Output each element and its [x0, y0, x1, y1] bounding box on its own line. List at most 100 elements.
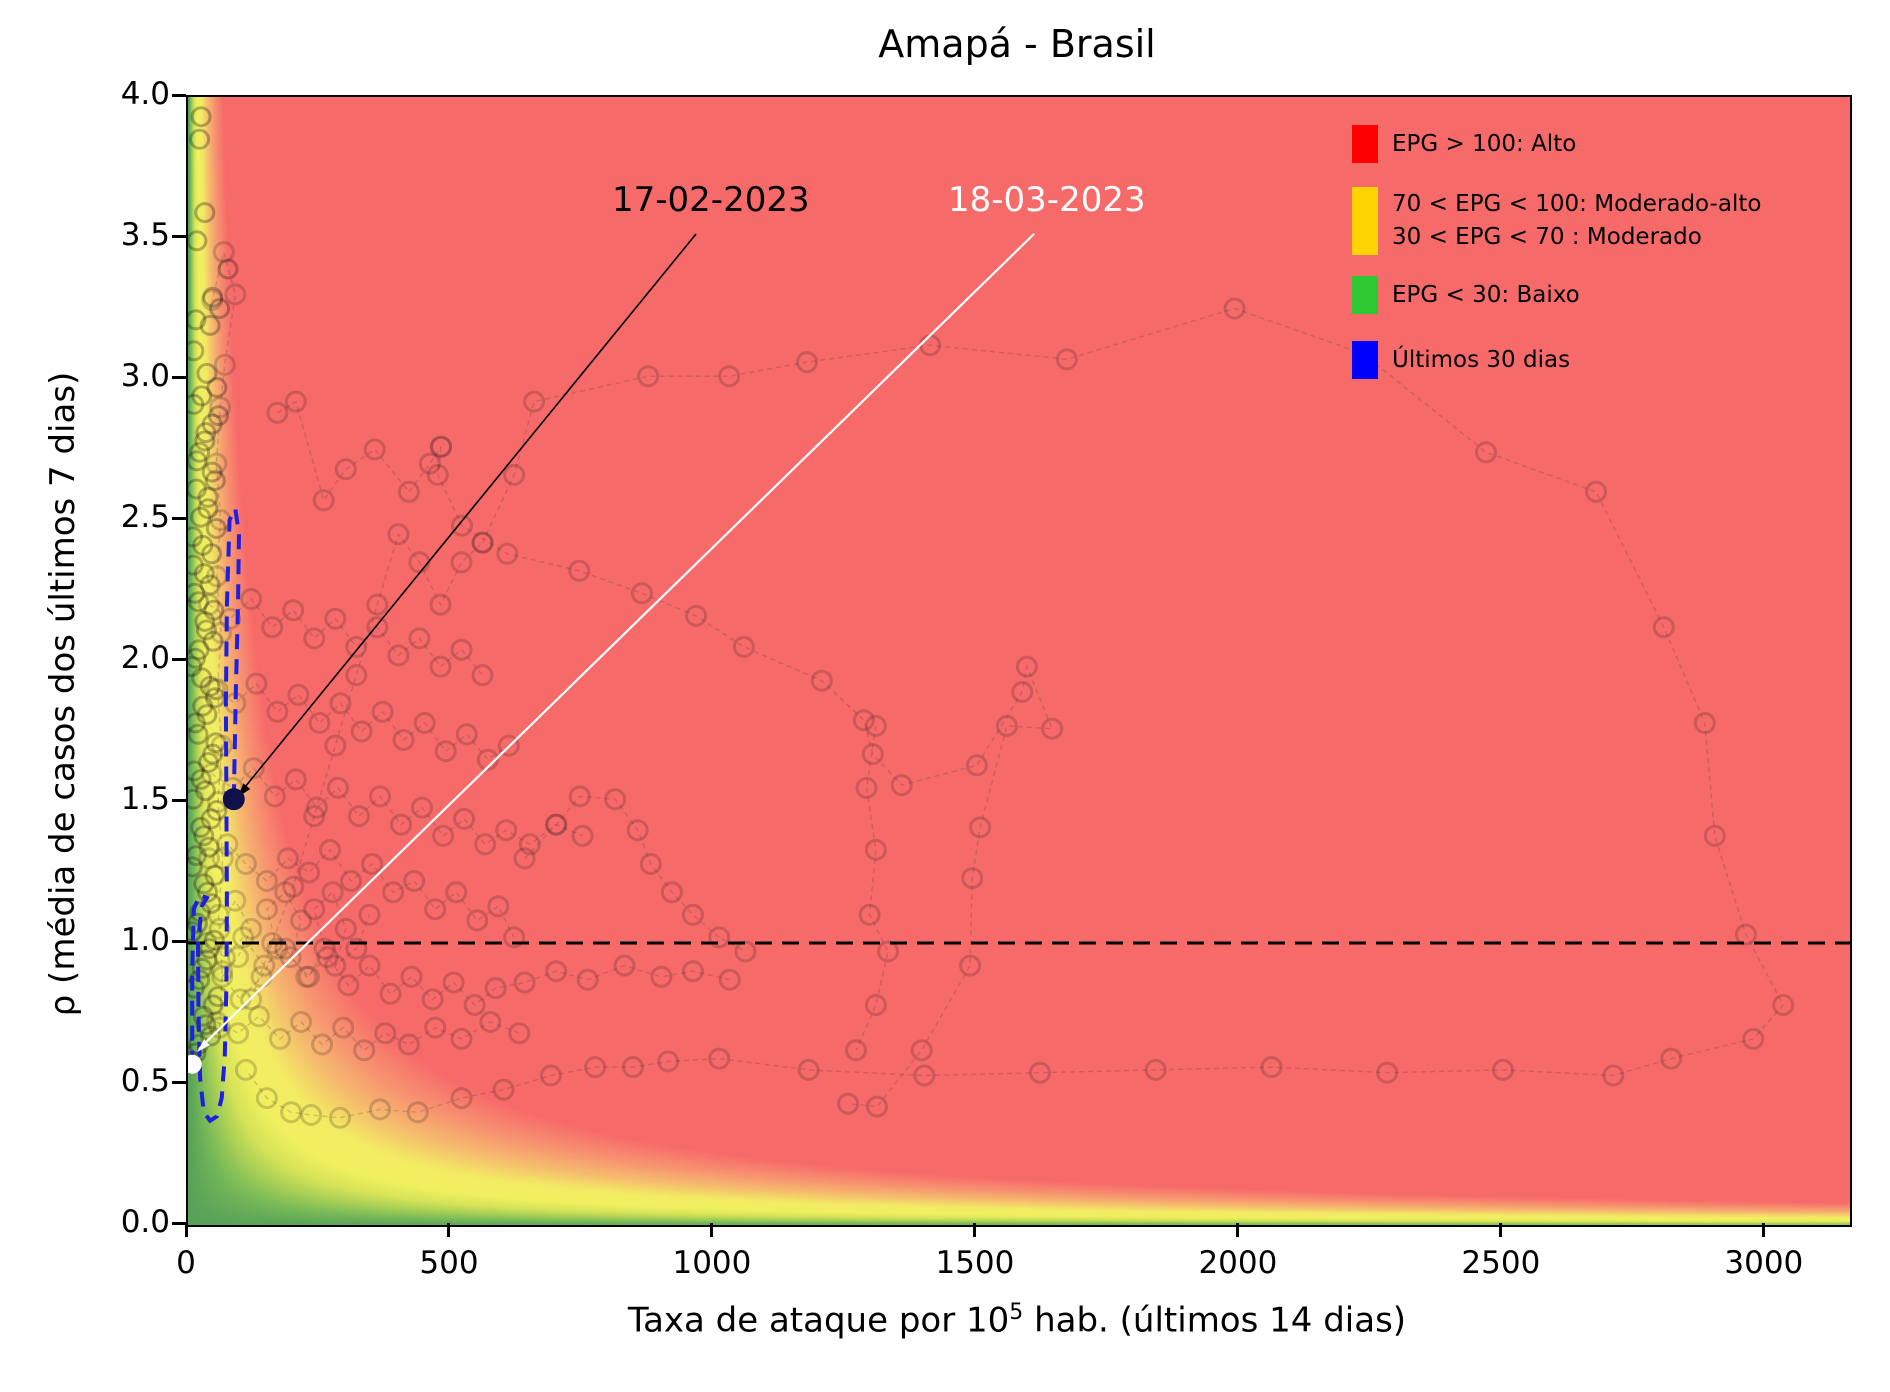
- trajectory-point: [513, 971, 536, 994]
- trajectory-point: [269, 1027, 291, 1050]
- trajectory-point: [639, 853, 662, 875]
- trajectory-point: [298, 965, 320, 988]
- trajectory-point: [1260, 1056, 1283, 1079]
- trajectory-point: [324, 734, 347, 757]
- trajectory-point: [371, 700, 394, 723]
- trajectory-point: [204, 864, 226, 886]
- trajectory-point: [253, 954, 276, 977]
- trajectory-point: [451, 514, 473, 537]
- trajectory-point: [496, 542, 519, 565]
- trajectory-point: [188, 639, 210, 661]
- trajectory-point: [199, 938, 221, 960]
- strand-line: [437, 446, 1054, 1108]
- trajectory-point: [201, 413, 223, 435]
- trajectory-point: [191, 957, 213, 979]
- strand-line: [524, 795, 746, 953]
- trajectory-point: [266, 700, 289, 723]
- trajectory-point: [1029, 1061, 1051, 1084]
- trajectory-point: [347, 805, 370, 828]
- trajectory-point: [196, 949, 218, 971]
- y-tick-label: 0.0: [120, 1204, 170, 1240]
- trajectory-point: [261, 616, 284, 639]
- x-tick-mark: [184, 1223, 188, 1237]
- trajectory-point: [188, 478, 207, 500]
- trajectory-point: [866, 1095, 888, 1118]
- trajectory-point: [1772, 994, 1795, 1016]
- trajectory-point: [545, 813, 568, 836]
- trajectory-point: [208, 405, 229, 427]
- trajectory-point: [295, 965, 318, 988]
- trajectory-point: [613, 954, 636, 977]
- trajectory-point: [334, 458, 357, 481]
- trajectory-point: [400, 965, 423, 988]
- trajectory-point: [255, 1087, 278, 1110]
- trajectory-point: [1703, 824, 1726, 847]
- trajectory-point: [411, 796, 433, 819]
- trajectory-point: [212, 241, 235, 264]
- trajectory-point: [965, 754, 988, 777]
- trajectory-point: [282, 599, 305, 622]
- trajectory-point: [192, 1005, 214, 1027]
- trajectory-point: [604, 788, 627, 811]
- trajectory-point: [474, 833, 497, 856]
- legend-label: EPG < 30: Baixo: [1392, 279, 1580, 312]
- trajectory-point: [810, 669, 833, 692]
- trajectory-point: [545, 960, 568, 983]
- trajectory-point: [387, 523, 410, 546]
- trajectory-point: [321, 881, 344, 904]
- start-date-point[interactable]: [222, 788, 245, 811]
- trajectory-point: [300, 1104, 323, 1126]
- trajectory-point: [194, 780, 216, 802]
- trajectory-point: [877, 940, 899, 963]
- trajectory-point: [303, 898, 326, 921]
- trajectory-point: [201, 461, 223, 483]
- strand-line: [213, 682, 510, 761]
- trajectory-point: [479, 1011, 502, 1033]
- trajectory-point: [198, 836, 220, 858]
- trajectory-point: [207, 903, 230, 926]
- trajectory-point: [195, 422, 217, 444]
- trajectory-point: [350, 720, 373, 743]
- trajectory-point: [203, 929, 225, 951]
- x-tick-mark: [710, 1223, 714, 1237]
- trajectory-point: [450, 1027, 473, 1050]
- annotation-date-start: 17-02-2023: [612, 180, 810, 220]
- trajectory-point: [864, 714, 887, 737]
- trajectory-point: [192, 534, 214, 556]
- strand-line: [211, 767, 583, 846]
- trajectory-point: [245, 672, 268, 695]
- trajectory-point: [190, 106, 212, 128]
- trajectory-point: [358, 954, 381, 977]
- y-tick-mark: [172, 657, 186, 661]
- y-tick-mark: [172, 1221, 186, 1225]
- trajectory-point: [626, 819, 649, 842]
- chart-title: Amapá - Brasil: [878, 22, 1156, 66]
- y-tick-label: 1.5: [120, 781, 170, 817]
- trajectory-point: [209, 298, 231, 319]
- plot-area[interactable]: [186, 95, 1852, 1227]
- trajectory-point: [708, 926, 731, 949]
- trajectory-point: [200, 1025, 222, 1047]
- end-date-point[interactable]: [188, 1054, 202, 1074]
- legend-swatch: [1352, 187, 1378, 255]
- trajectory-point: [734, 940, 757, 963]
- trajectory-point: [255, 870, 278, 892]
- strand-line: [211, 251, 237, 1028]
- trajectory-point: [193, 873, 215, 895]
- trajectory-point: [188, 526, 204, 548]
- trajectory-point: [197, 881, 218, 903]
- trajectory-point: [432, 824, 455, 847]
- trajectory-point: [1660, 1047, 1683, 1070]
- x-axis-label-superscript: 5: [1009, 1300, 1024, 1325]
- trajectory-point: [1585, 480, 1607, 503]
- trajectory-point: [403, 870, 426, 892]
- trajectory-point: [195, 619, 217, 641]
- trajectory-point: [959, 954, 982, 977]
- trajectory-point: [234, 853, 257, 875]
- trajectory-point: [188, 760, 205, 782]
- legend-label-line: Últimos 30 dias: [1392, 346, 1571, 373]
- trajectory-point: [311, 1033, 334, 1056]
- trajectory-point: [191, 385, 213, 407]
- x-tick-label: 2000: [1198, 1245, 1278, 1281]
- trajectory-point: [450, 551, 473, 574]
